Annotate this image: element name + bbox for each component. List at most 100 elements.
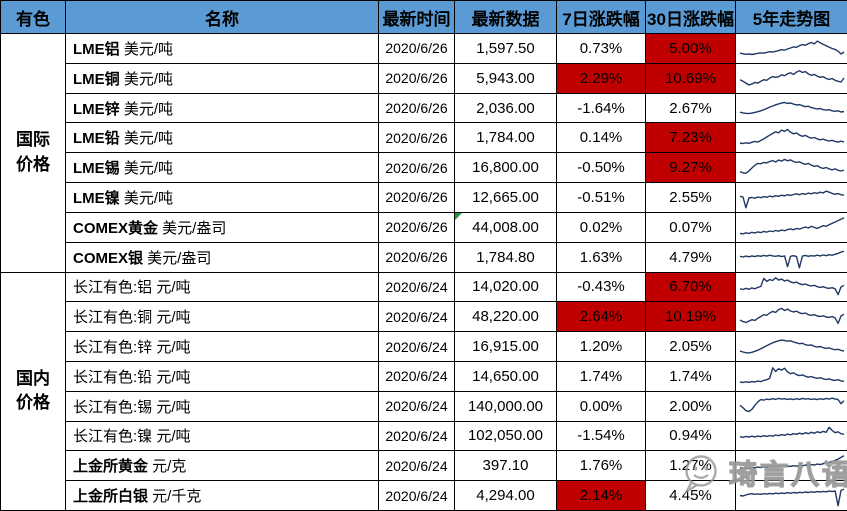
- latest-time-cell: 2020/6/24: [378, 420, 455, 452]
- latest-data-cell: 14,020.00: [454, 271, 557, 303]
- change-7d-cell: -0.43%: [556, 271, 646, 303]
- change-30d-cell: 0.94%: [645, 420, 736, 452]
- table-row: 上金所黄金 元/克 2020/6/24 397.10 1.76% 1.27%: [1, 450, 847, 482]
- table-row: COMEX黄金 美元/盎司 2020/6/26 44,008.00 0.02% 0.07…: [1, 211, 847, 243]
- sparkline-5y-chart: [739, 307, 844, 325]
- table-row: LME镍 美元/吨 2020/6/26 12,665.00 -0.51% 2.55%: [1, 182, 847, 213]
- latest-data-cell: 5,943.00: [454, 62, 557, 94]
- latest-time-cell: 2020/6/26: [378, 122, 455, 154]
- latest-data-cell: 1,784.80: [454, 241, 557, 273]
- table-row: 长江有色:锡 元/吨 2020/6/24 140,000.00 0.00% 2.00%: [1, 390, 847, 422]
- sparkline-5y-chart: [739, 250, 844, 269]
- metal-name-cell: COMEX银 美元/盎司: [65, 241, 379, 273]
- metal-name: COMEX银: [73, 249, 144, 267]
- metal-name: 长江有色:铝: [73, 279, 153, 297]
- change-30d-cell: 4.79%: [645, 241, 736, 273]
- change-7d-cell: -1.54%: [556, 420, 646, 452]
- metal-name: 长江有色:锡: [73, 398, 153, 416]
- header-name: 名称: [65, 0, 379, 34]
- trend-chart-cell: [735, 450, 847, 482]
- latest-time-cell: 2020/6/26: [378, 182, 455, 213]
- metal-unit: 美元/吨: [119, 130, 174, 148]
- metal-name: LME锡: [73, 160, 120, 178]
- latest-data-cell: 4,294.00: [454, 480, 557, 511]
- change-7d-cell: 2.64%: [556, 301, 646, 333]
- metal-name: LME铅: [73, 130, 120, 148]
- latest-time-cell: 2020/6/26: [378, 241, 455, 273]
- change-30d-cell: 10.19%: [645, 301, 736, 333]
- header-latest-data: 最新数据: [454, 0, 557, 34]
- change-30d-cell: 6.70%: [645, 271, 736, 303]
- sparkline-5y-chart: [739, 488, 844, 507]
- metal-unit: 元/克: [148, 458, 187, 476]
- sparkline-5y-chart: [739, 40, 844, 56]
- table-row: LME锡 美元/吨 2020/6/26 16,800.00 -0.50% 9.27%: [1, 152, 847, 184]
- sparkline-5y-chart: [739, 190, 844, 209]
- metal-unit: 元/吨: [152, 398, 191, 416]
- metal-name: COMEX黄金: [73, 219, 159, 237]
- trend-chart-cell: [735, 62, 847, 94]
- table-row: 国际价格 LME铝 美元/吨 2020/6/26 1,597.50 0.73% 5.00%: [0, 33, 847, 273]
- metal-name: 上金所白银: [73, 488, 149, 506]
- latest-data-cell: 12,665.00: [454, 182, 557, 213]
- metal-unit: 元/吨: [152, 339, 191, 357]
- change-30d-cell: 4.45%: [645, 480, 736, 511]
- metal-name-cell: LME镍 美元/吨: [65, 182, 379, 213]
- latest-time-cell: 2020/6/24: [378, 450, 455, 482]
- metal-name-cell: LME铜 美元/吨: [65, 62, 379, 94]
- metal-name-cell: LME锌 美元/吨: [65, 92, 379, 124]
- change-30d-cell: 10.69%: [645, 62, 736, 94]
- sparkline-5y-chart: [739, 129, 844, 145]
- excel-note-triangle: [455, 213, 462, 220]
- table-row: LME锌 美元/吨 2020/6/26 2,036.00 -1.64% 2.67%: [1, 92, 847, 124]
- table-row: LME铜 美元/吨 2020/6/26 5,943.00 2.29% 10.69%: [1, 62, 847, 94]
- metal-name-cell: 长江有色:铅 元/吨: [65, 360, 379, 392]
- change-30d-cell: 0.07%: [645, 211, 736, 243]
- change-30d-cell: 9.27%: [645, 152, 736, 184]
- section-category-label: 国内价格: [0, 271, 66, 511]
- trend-chart-cell: [735, 420, 847, 452]
- metal-unit: 美元/吨: [119, 160, 174, 178]
- latest-data-cell: 16,800.00: [454, 152, 557, 184]
- metal-name-cell: 长江有色:锌 元/吨: [65, 331, 379, 362]
- latest-data-cell: 48,220.00: [454, 301, 557, 333]
- sparkline-5y-chart: [739, 427, 844, 439]
- metal-name: 长江有色:镍: [73, 428, 153, 446]
- trend-chart-cell: [735, 33, 847, 64]
- metal-unit: 美元/吨: [119, 189, 174, 207]
- trend-chart-cell: [735, 331, 847, 362]
- change-30d-cell: 5.00%: [645, 33, 736, 64]
- trend-chart-cell: [735, 480, 847, 511]
- change-7d-cell: 0.73%: [556, 33, 646, 64]
- metal-unit: 美元/盎司: [158, 219, 227, 237]
- latest-data-cell: 1,597.50: [454, 33, 557, 64]
- table-row: LME铅 美元/吨 2020/6/26 1,784.00 0.14% 7.23%: [1, 122, 847, 154]
- change-7d-cell: -0.50%: [556, 152, 646, 184]
- latest-data-cell: 2,036.00: [454, 92, 557, 124]
- trend-chart-cell: [735, 92, 847, 124]
- metal-name-cell: LME锡 美元/吨: [65, 152, 379, 184]
- metal-name-cell: 长江有色:铜 元/吨: [65, 301, 379, 333]
- latest-time-cell: 2020/6/24: [378, 360, 455, 392]
- sparkline-5y-chart: [739, 366, 844, 384]
- sparkline-5y-chart: [739, 277, 844, 296]
- change-30d-cell: 2.55%: [645, 182, 736, 213]
- metal-unit: 元/吨: [152, 428, 191, 446]
- metal-name-cell: 上金所白银 元/千克: [65, 480, 379, 511]
- change-30d-cell: 2.00%: [645, 390, 736, 422]
- metal-name-cell: 上金所黄金 元/克: [65, 450, 379, 482]
- metal-unit: 美元/吨: [119, 40, 174, 58]
- metal-unit: 元/千克: [148, 488, 202, 506]
- sparkline-5y-chart: [739, 69, 845, 86]
- trend-chart-cell: [735, 241, 847, 273]
- change-7d-cell: 0.02%: [556, 211, 646, 243]
- latest-data-cell: 140,000.00: [454, 390, 557, 422]
- latest-time-cell: 2020/6/26: [378, 211, 455, 243]
- metal-name-cell: LME铅 美元/吨: [65, 122, 379, 154]
- latest-time-cell: 2020/6/24: [378, 390, 455, 422]
- latest-data-cell: 44,008.00: [454, 211, 557, 243]
- metal-name-cell: 长江有色:铝 元/吨: [65, 271, 379, 303]
- metal-name-cell: COMEX黄金 美元/盎司: [65, 211, 379, 243]
- metal-unit: 美元/盎司: [143, 249, 212, 267]
